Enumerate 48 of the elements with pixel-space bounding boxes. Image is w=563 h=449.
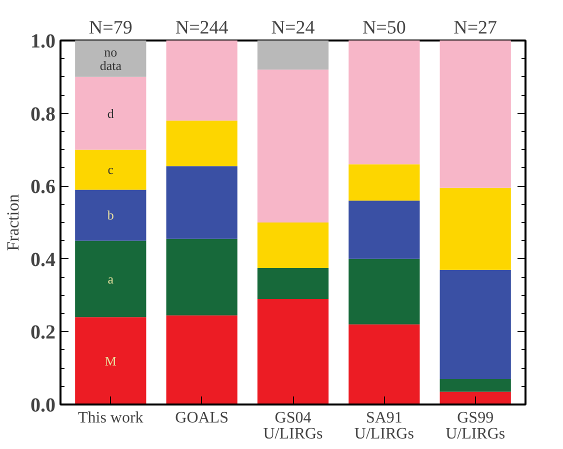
bar [440, 188, 511, 270]
text: N=24 [271, 18, 316, 38]
text: N=244 [175, 18, 229, 38]
series-label: M [104, 353, 117, 368]
y-axis-title: Fraction [4, 194, 22, 251]
bar [75, 76, 146, 150]
text: N=50 [362, 18, 406, 38]
bar [348, 40, 420, 164]
y-tick-label: 0.4 [30, 248, 56, 271]
bar [440, 40, 511, 188]
x-tick-label: SA91 U/LIRGs [354, 410, 414, 443]
bar [75, 190, 146, 241]
bar [348, 200, 420, 259]
series-label: c [108, 162, 114, 178]
bar [440, 270, 511, 380]
bar [75, 150, 146, 190]
x-tick-label: GS99 U/LIRGs [446, 410, 506, 443]
y-tick-label: 0.8 [30, 103, 56, 126]
x-tick-label: This work [78, 410, 144, 426]
x-tick-label: GOALS [175, 410, 228, 426]
bar [348, 164, 420, 201]
series-label: b [107, 208, 114, 223]
x-tick-label: GS04 U/LIRGs [263, 410, 323, 443]
y-tick-label: 1.0 [30, 30, 56, 52]
bar [166, 40, 238, 121]
series-label: d [107, 106, 114, 121]
bar [75, 240, 146, 318]
bar [257, 70, 329, 222]
bar [257, 268, 329, 299]
y-tick-label: 0.6 [30, 176, 56, 198]
series-label: no data [100, 44, 122, 73]
series-label: a [108, 271, 114, 286]
text: N=27 [454, 18, 498, 38]
bar [166, 166, 238, 239]
bar [75, 40, 146, 77]
bar [257, 40, 329, 70]
bar [75, 317, 146, 404]
bar [257, 298, 329, 404]
text: N=79 [88, 18, 132, 38]
bar [348, 324, 420, 404]
y-tick-label: 0.2 [30, 322, 56, 344]
bar [257, 222, 329, 268]
y-tick-label: 0.0 [30, 394, 56, 416]
bar [166, 238, 238, 316]
bar [166, 315, 238, 404]
bar [440, 379, 511, 392]
bar [348, 258, 420, 324]
bar [166, 120, 238, 166]
